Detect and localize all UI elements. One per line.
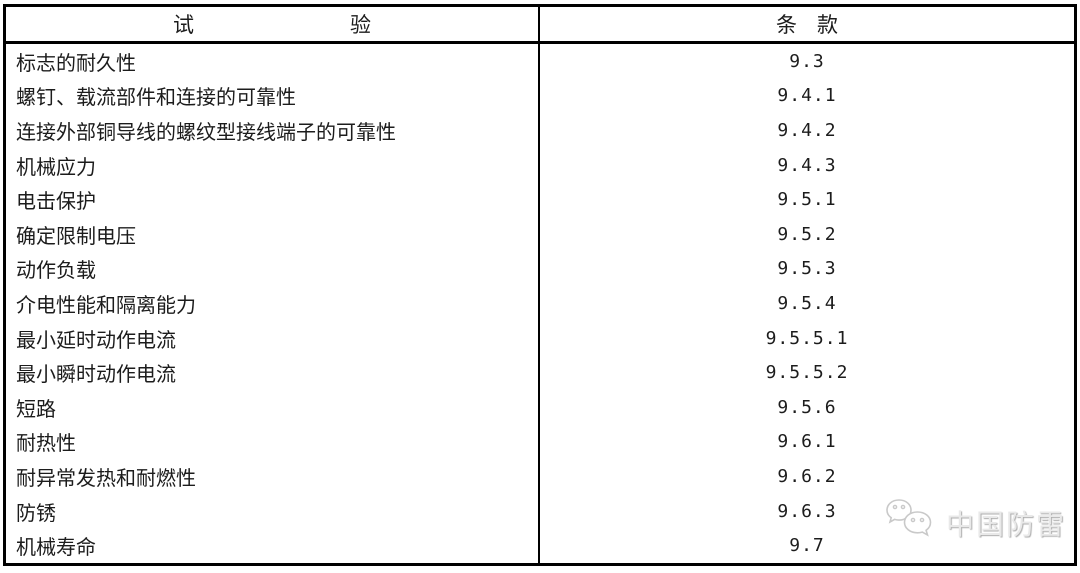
clause-cell: 9.5.5.1: [540, 321, 1074, 356]
table-row: 动作负载 9.5.3: [6, 251, 1074, 287]
test-name-cell: 短路: [6, 389, 540, 425]
test-name: 连接外部铜导线的螺纹型接线端子的可靠性: [16, 121, 396, 144]
clause-value: 9.3: [789, 50, 825, 72]
table-row: 标志的耐久性 9.3: [6, 44, 1074, 79]
test-name: 短路: [16, 398, 56, 421]
table-row: 最小延时动作电流 9.5.5.1: [6, 320, 1074, 356]
test-name-cell: 介电性能和隔离能力: [6, 286, 540, 321]
header-clause-label: 条款: [776, 13, 858, 37]
clause-cell: 9.6.3: [540, 494, 1074, 529]
clause-value: 9.6.2: [777, 465, 837, 487]
test-name: 防锈: [16, 502, 56, 525]
test-name: 动作负载: [16, 260, 96, 283]
clause-value: 9.5.3: [777, 258, 837, 280]
table-row: 确定限制电压 9.5.2: [6, 216, 1074, 252]
clause-cell: 9.7: [540, 528, 1074, 563]
table-row: 短路 9.5.6: [6, 389, 1074, 425]
test-name: 螺钉、载流部件和连接的可靠性: [16, 87, 296, 110]
clause-value: 9.5.5.2: [765, 362, 849, 384]
test-name-cell: 标志的耐久性: [6, 44, 540, 79]
test-name-cell: 耐热性: [6, 424, 540, 460]
test-name-cell: 机械应力: [6, 147, 540, 183]
header-test-label: 试验: [173, 13, 527, 37]
test-name-cell: 动作负载: [6, 251, 540, 287]
clause-cell: 9.5.3: [540, 252, 1074, 287]
test-name-cell: 耐异常发热和耐燃性: [6, 459, 540, 494]
clause-value: 9.5.1: [777, 189, 837, 211]
clause-cell: 9.6.2: [540, 459, 1074, 494]
clause-cell: 9.6.1: [540, 425, 1074, 460]
clause-value: 9.5.4: [777, 292, 837, 314]
clause-cell: 9.5.4: [540, 286, 1074, 321]
table-row: 连接外部铜导线的螺纹型接线端子的可靠性 9.4.2: [6, 113, 1074, 148]
table-row: 防锈 9.6.3: [6, 493, 1074, 529]
test-name: 机械寿命: [16, 537, 96, 560]
test-name: 耐异常发热和耐燃性: [16, 467, 196, 490]
clause-value: 9.6.3: [777, 500, 837, 522]
clause-cell: 9.4.3: [540, 148, 1074, 183]
clause-value: 9.5.2: [777, 223, 837, 245]
test-name-cell: 连接外部铜导线的螺纹型接线端子的可靠性: [6, 113, 540, 148]
table-row: 机械应力 9.4.3: [6, 147, 1074, 183]
clause-value: 9.6.1: [777, 431, 837, 453]
test-clause-table: 试验 条款 标志的耐久性 9.3 螺钉、载流部件和连接的可靠性 9.4.1 连接…: [3, 4, 1077, 566]
table-row: 机械寿命 9.7: [6, 528, 1074, 563]
table-row: 螺钉、载流部件和连接的可靠性 9.4.1: [6, 78, 1074, 114]
clause-value: 9.4.1: [777, 85, 837, 107]
clause-value: 9.5.5.1: [765, 327, 849, 349]
clause-value: 9.7: [789, 535, 825, 557]
table-row: 耐热性 9.6.1: [6, 424, 1074, 460]
table-row: 电击保护 9.5.1: [6, 182, 1074, 217]
table-header-row: 试验 条款: [6, 7, 1074, 44]
test-name: 介电性能和隔离能力: [16, 294, 196, 317]
table-body: 标志的耐久性 9.3 螺钉、载流部件和连接的可靠性 9.4.1 连接外部铜导线的…: [6, 44, 1074, 563]
clause-cell: 9.5.1: [540, 182, 1074, 217]
clause-cell: 9.5.6: [540, 390, 1074, 425]
clause-cell: 9.5.5.2: [540, 355, 1074, 390]
clause-cell: 9.4.2: [540, 113, 1074, 148]
header-test-cell: 试验: [6, 7, 540, 41]
test-name: 耐热性: [16, 433, 76, 456]
clause-cell: 9.3: [540, 44, 1074, 79]
test-name: 标志的耐久性: [16, 52, 136, 75]
test-name: 最小瞬时动作电流: [16, 364, 176, 387]
test-name-cell: 机械寿命: [6, 528, 540, 563]
clause-value: 9.4.2: [777, 119, 837, 141]
table-row: 最小瞬时动作电流 9.5.5.2: [6, 355, 1074, 390]
test-name-cell: 最小瞬时动作电流: [6, 355, 540, 390]
test-name: 最小延时动作电流: [16, 329, 176, 352]
table-row: 耐异常发热和耐燃性 9.6.2: [6, 459, 1074, 494]
clause-value: 9.5.6: [777, 396, 837, 418]
test-name-cell: 电击保护: [6, 182, 540, 217]
test-name-cell: 防锈: [6, 493, 540, 529]
test-name-cell: 最小延时动作电流: [6, 320, 540, 356]
clause-cell: 9.5.2: [540, 217, 1074, 252]
test-name-cell: 螺钉、载流部件和连接的可靠性: [6, 78, 540, 114]
test-name: 机械应力: [16, 156, 96, 179]
clause-value: 9.4.3: [777, 154, 837, 176]
test-name: 确定限制电压: [16, 225, 136, 248]
header-clause-cell: 条款: [540, 7, 1074, 41]
clause-cell: 9.4.1: [540, 79, 1074, 114]
test-name: 电击保护: [16, 191, 96, 214]
test-name-cell: 确定限制电压: [6, 216, 540, 252]
table-row: 介电性能和隔离能力 9.5.4: [6, 286, 1074, 321]
